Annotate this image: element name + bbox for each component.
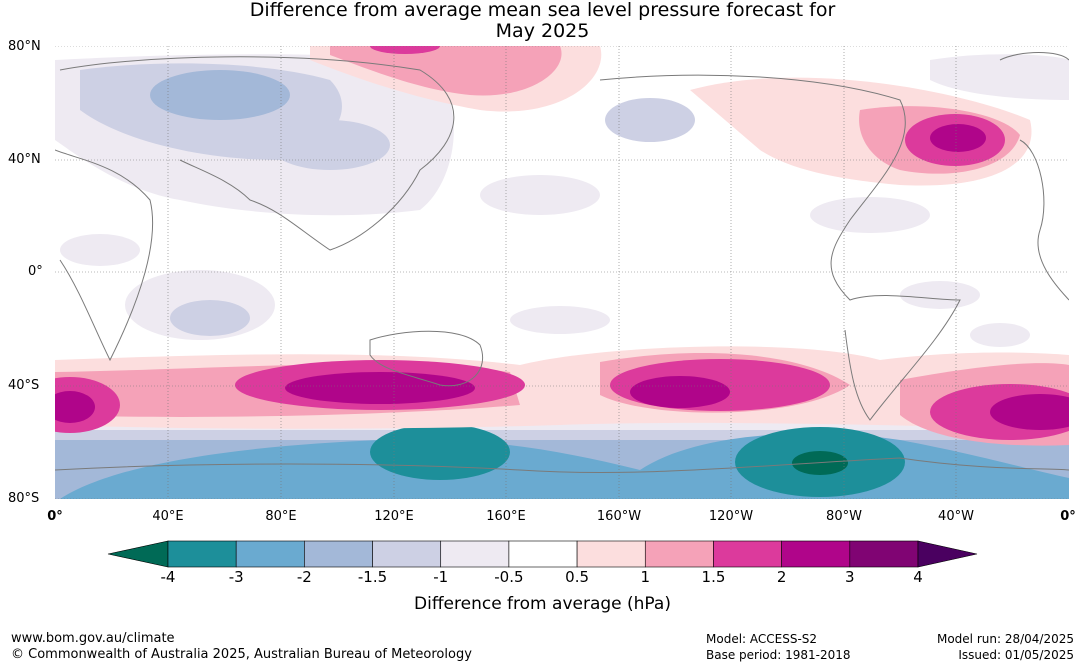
colorbar-segment (644, 540, 714, 568)
lon-label-120w: 120°W (708, 509, 754, 524)
lon-label-80e: 80°E (265, 509, 297, 524)
colorbar-segment (372, 540, 442, 568)
colorbar-segment (849, 540, 919, 568)
footer-model: Model: ACCESS-S2 (706, 632, 818, 646)
colorbar-extend-low (107, 540, 169, 568)
colorbar-tick-label: -2 (296, 568, 312, 586)
colorbar-segment (713, 540, 782, 568)
colorbar-tick-label: 4 (913, 568, 923, 586)
footer-url[interactable]: www.bom.gov.au/climate (11, 631, 175, 646)
lat-label-0: 0° (28, 264, 43, 279)
colorbar-segment (304, 540, 373, 568)
colorbar-segment (167, 540, 237, 568)
graticule (55, 46, 1069, 499)
colorbar-tick-label: -1 (433, 568, 449, 586)
map-subtitle: May 2025 (495, 20, 590, 42)
colorbar-segment (235, 540, 305, 568)
lon-label-160w: 160°W (596, 509, 642, 524)
colorbar-title: Difference from average (hPa) (414, 594, 671, 614)
lat-label-80n: 80°N (8, 39, 41, 54)
footer-copyright: © Commonwealth of Australia 2025, Austra… (11, 647, 472, 662)
colorbar-tick-label: -0.5 (494, 568, 524, 586)
lat-label-80s: 80°S (8, 491, 40, 506)
colorbar-segment (781, 540, 851, 568)
colorbar-segment (508, 540, 578, 568)
lat-label-40s: 40°S (8, 378, 40, 393)
footer-base-period: Base period: 1981-2018 (706, 648, 851, 662)
lon-label-0: 0° (47, 509, 63, 524)
lon-label-160e: 160°E (486, 509, 526, 524)
lat-label-40n: 40°N (8, 152, 41, 167)
lon-label-120e: 120°E (374, 509, 414, 524)
lon-label-40w: 40°W (938, 509, 974, 524)
southern-positive-anomaly (55, 346, 1069, 446)
lon-label-40e: 40°E (152, 509, 184, 524)
map-title: Difference from average mean sea level p… (249, 0, 836, 21)
lon-label-0-east: 0° (1060, 509, 1076, 524)
colorbar-tick-label: -4 (160, 568, 176, 586)
colorbar-extend-high (917, 540, 978, 568)
coastlines (55, 52, 1069, 473)
colorbar-tick-label: 3 (845, 568, 855, 586)
colorbar-segment (576, 540, 646, 568)
colorbar-tick-label: 2 (776, 568, 787, 586)
northern-anomalies (55, 46, 1069, 347)
lon-label-80w: 80°W (826, 509, 862, 524)
colorbar-tick-label: 1 (640, 568, 651, 586)
colorbar-tick-label: 1.5 (701, 568, 726, 586)
colorbar-segment (440, 540, 510, 568)
colorbar-tick-label: 0.5 (565, 568, 590, 586)
colorbar-tick-label: -3 (228, 568, 244, 586)
footer-issued: Issued: 01/05/2025 (958, 648, 1074, 662)
footer-model-run: Model run: 28/04/2025 (936, 632, 1074, 646)
colorbar-tick-label: -1.5 (357, 568, 388, 586)
